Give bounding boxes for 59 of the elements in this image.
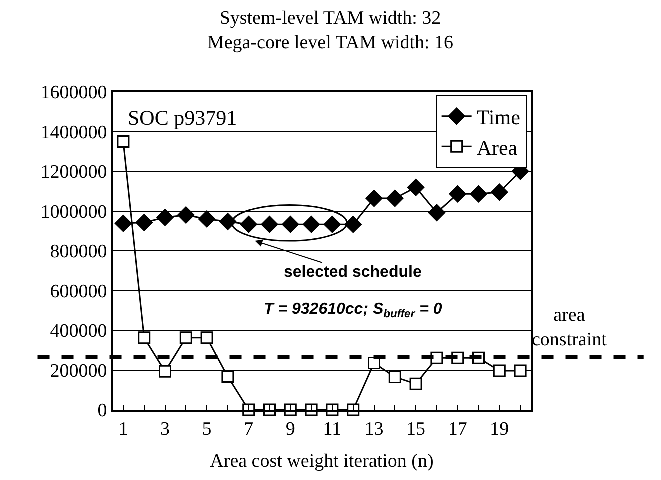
y-tick-label: 600000: [50, 281, 108, 302]
point: [449, 186, 466, 203]
point: [136, 214, 153, 232]
legend-label: Time: [476, 106, 520, 130]
point: [303, 216, 320, 234]
point: [240, 216, 258, 234]
x-tick-label: 15: [406, 418, 426, 440]
x-tick-label: 7: [244, 418, 254, 440]
point: [366, 190, 383, 208]
point: [470, 186, 488, 203]
point: [428, 204, 446, 222]
x-tick-label: 11: [323, 418, 342, 440]
point: [117, 135, 130, 148]
point: [180, 332, 192, 344]
x-tick-label: 17: [448, 418, 468, 440]
point: [491, 184, 508, 201]
ref-line-label: area constraint: [532, 305, 608, 351]
point: [222, 370, 234, 384]
annotation: selected schedule: [284, 264, 422, 281]
point: [282, 216, 300, 234]
y-tick-label: 200000: [50, 360, 108, 382]
point: [388, 370, 402, 384]
y-tick-label: 1000000: [40, 202, 108, 223]
x-tick-label: 9: [286, 418, 296, 440]
point: [261, 216, 278, 234]
point: [410, 378, 422, 390]
point: [138, 332, 151, 344]
point: [198, 210, 216, 228]
x-tick-label: 1: [118, 418, 128, 440]
point: [386, 190, 404, 208]
point: [159, 365, 172, 378]
annotation: SOC p93791: [128, 106, 238, 130]
x-tick-label: 5: [202, 418, 212, 440]
point: [324, 216, 341, 234]
point: [408, 179, 425, 196]
x-tick-label: 3: [160, 418, 170, 440]
point: [178, 206, 195, 224]
point: [493, 364, 506, 378]
point: [156, 209, 174, 226]
point: [368, 357, 380, 370]
chart-subtitle: Mega-core level TAM width: 16: [207, 32, 454, 54]
y-tick-label: 0: [98, 400, 108, 422]
point: [514, 364, 527, 378]
legend-label: Area: [476, 136, 518, 160]
y-tick-label: 1400000: [40, 122, 108, 144]
annotation: T = 932610cc; S$_{buffer}$ = 0: [264, 301, 442, 320]
point: [344, 216, 362, 234]
point: [200, 332, 214, 344]
x-axis-title: Area cost weight iteration (n): [210, 451, 434, 472]
y-tick-label: 1600000: [40, 82, 108, 104]
y-tick-label: 1200000: [40, 162, 108, 184]
chart-title: System-level TAM width: 32: [220, 8, 442, 29]
point: [114, 215, 132, 232]
x-tick-label: 13: [364, 418, 384, 440]
point: [219, 213, 236, 230]
y-tick-label: 800000: [50, 242, 108, 263]
point: [430, 352, 444, 364]
y-tick-label: 400000: [50, 321, 108, 342]
x-tick-label: 19: [490, 418, 510, 440]
